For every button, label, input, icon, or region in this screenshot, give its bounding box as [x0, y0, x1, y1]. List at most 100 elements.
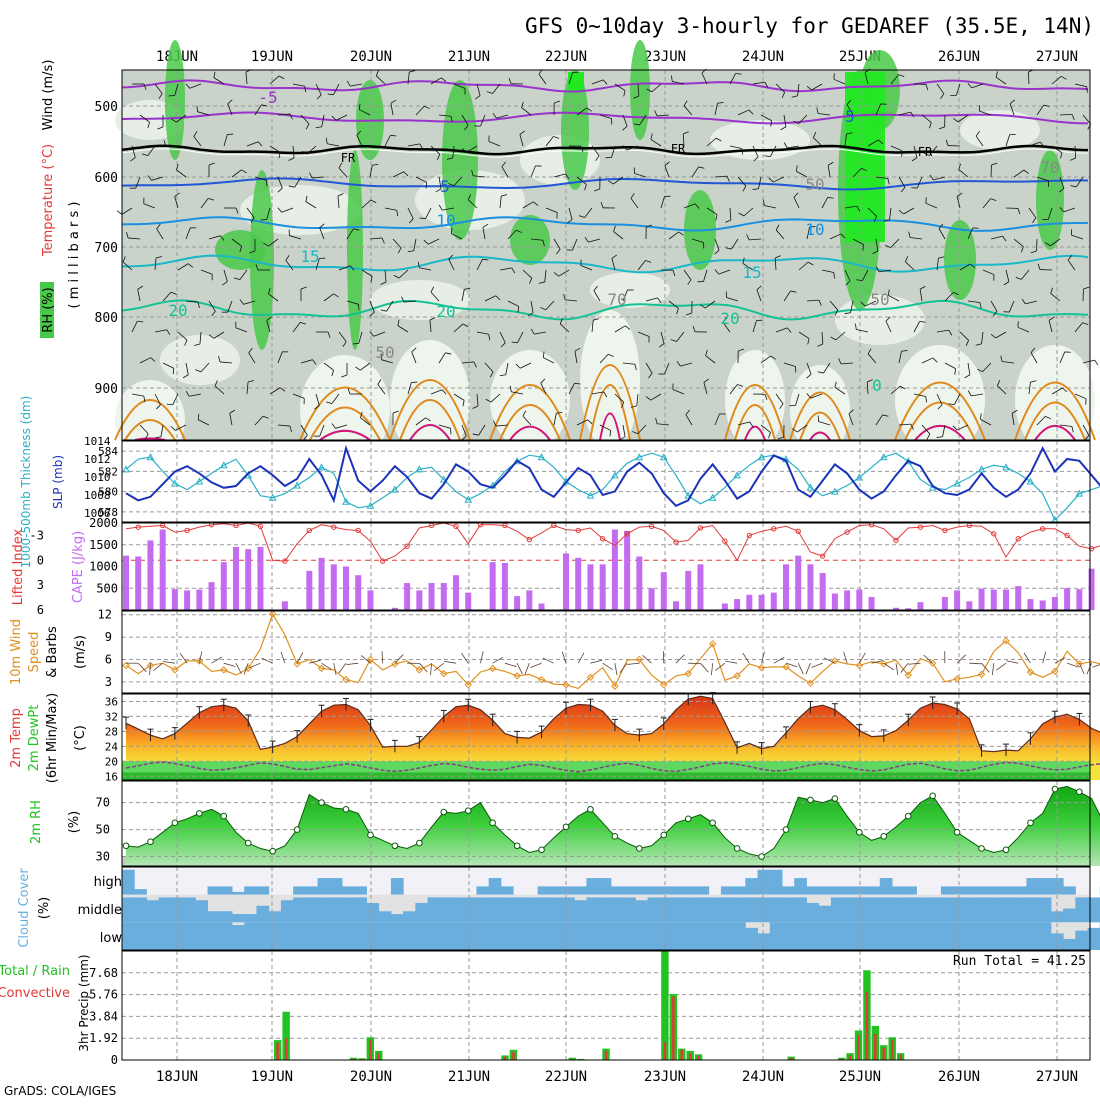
lifted-tick-label: 6 — [37, 603, 44, 617]
cloud-cell — [990, 922, 1003, 950]
cloud-cell — [855, 897, 868, 922]
cape-labels: Lifted Index CAPE (J/kg) — [11, 528, 86, 605]
pressure-tick-label: 700 — [95, 241, 118, 256]
cloud-cell — [806, 903, 819, 922]
top-date-label: 22JUN — [545, 49, 587, 65]
cloud-cell — [990, 886, 1003, 894]
rh2m-marker — [1052, 786, 1058, 792]
cloud-cell — [990, 897, 1003, 922]
contour-label: 50 — [870, 290, 889, 309]
rh2m-marker — [465, 808, 471, 814]
cloud-cell — [208, 922, 221, 950]
cloud-cell — [513, 897, 526, 922]
cloud-cell — [305, 922, 318, 950]
cloud-cell — [880, 878, 893, 895]
cloud-cell — [391, 914, 404, 922]
rh-dry-dome — [725, 350, 785, 450]
contour-label: 0 — [872, 376, 882, 395]
ylabel-precip-total: Total / Rain — [0, 964, 70, 979]
cape-bar — [514, 596, 520, 610]
contour-label: 50 — [375, 343, 394, 362]
lifted-tick-label: 3 — [37, 578, 44, 592]
top-date-label: 20JUN — [350, 49, 392, 65]
ylabel-temperature: Temperature (°C) — [41, 144, 56, 257]
cape-bar — [441, 583, 447, 610]
cloud-cell — [538, 922, 551, 950]
cloud-cell — [440, 922, 453, 950]
cloud-cell — [806, 886, 819, 894]
ylabel-precip-unit: 3hr Precip (mm) — [77, 954, 91, 1051]
rh2m-marker — [637, 846, 643, 852]
cloud-cell — [1002, 886, 1015, 894]
ylabel-rh2m: 2m RH — [29, 800, 44, 844]
ylabel-wind10-unit: (m/s) — [73, 635, 88, 669]
cloud-cell — [745, 928, 758, 950]
cape-bar — [1003, 590, 1009, 610]
cloud-cell — [146, 900, 159, 922]
cloud-cell — [525, 897, 538, 922]
cape-bar — [612, 530, 618, 610]
rh2m-labels: 2m RH (%) — [29, 800, 82, 844]
cloud-cell — [269, 922, 282, 950]
contour-label: 5 — [845, 107, 855, 126]
cape-bar — [1076, 589, 1082, 610]
cape-bar — [869, 597, 875, 610]
cloud-cell — [366, 903, 379, 922]
rh2m-marker — [294, 827, 300, 833]
rh2m-marker — [661, 832, 667, 838]
cloud-cell — [696, 897, 709, 922]
cape-bar — [771, 593, 777, 610]
cloud-cell — [1063, 886, 1076, 894]
cloud-cell — [806, 922, 819, 950]
cloud-cell — [342, 922, 355, 950]
cloud-cell — [868, 922, 881, 950]
precip-tick-label: 1.92 — [89, 1031, 118, 1045]
bottom-date-label: 24JUN — [742, 1069, 784, 1085]
cape-bar — [196, 590, 202, 610]
cloud-cell — [794, 878, 807, 895]
cloud-cell — [244, 914, 257, 922]
cloud-cell — [599, 878, 612, 895]
cape-bar — [734, 599, 740, 610]
cloud-cell — [330, 922, 343, 950]
cloud-cell — [1026, 922, 1039, 950]
cloud-cell — [122, 922, 135, 950]
cloud-cell — [635, 900, 648, 922]
rh2m-marker — [759, 854, 765, 860]
cloud-cell — [330, 897, 343, 922]
cape-bar — [160, 530, 166, 610]
cloud-cell — [366, 922, 379, 950]
contour-label: 15 — [300, 247, 319, 266]
slp-tick-label: 1008 — [84, 489, 111, 502]
rh2m-marker — [685, 816, 691, 822]
cloud-cell — [1075, 931, 1088, 950]
cloud-level-high: high — [94, 875, 122, 890]
cape-bar — [673, 601, 679, 610]
precip-conv-bar — [899, 1054, 902, 1060]
cloud-cell — [159, 897, 172, 922]
cape-bar — [135, 556, 141, 610]
cloud-cell — [1002, 922, 1015, 950]
rh-saturated-column — [845, 72, 885, 242]
cloud-cell — [183, 922, 196, 950]
cloud-cell — [623, 886, 636, 894]
cloud-cell — [770, 870, 783, 895]
cloud-cell — [868, 886, 881, 894]
precip-conv-bar — [605, 1051, 608, 1060]
precip-tick-label: 5.76 — [89, 988, 118, 1002]
cloud-cell — [941, 922, 954, 950]
cloud-cell — [635, 922, 648, 950]
panel-bg — [122, 441, 1090, 522]
cloud-cell — [929, 897, 942, 922]
cloud-cell — [354, 897, 367, 922]
rh2m-marker — [1003, 847, 1009, 853]
cloud-cell — [183, 897, 196, 922]
cape-bar — [502, 563, 508, 610]
cape-bar — [331, 564, 337, 610]
cloud-cell — [1026, 897, 1039, 922]
cloud-cell — [428, 922, 441, 950]
cloud-cell — [758, 897, 771, 922]
cloud-cell — [648, 922, 661, 950]
cape-bar — [526, 590, 532, 610]
